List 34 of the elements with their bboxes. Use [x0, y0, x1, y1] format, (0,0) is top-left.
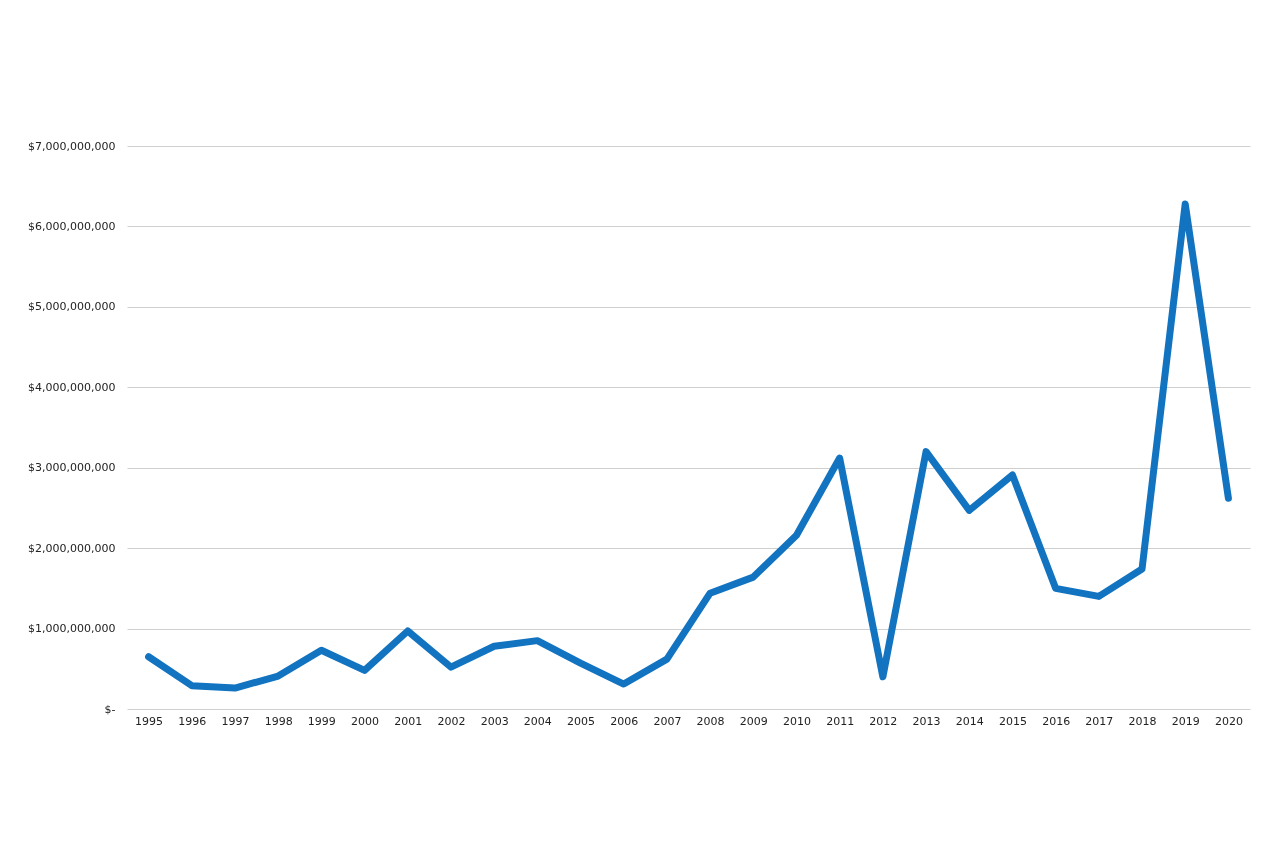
x-tick-label: 2015 — [998, 714, 1027, 728]
y-tick-label: $5,000,000,000 — [28, 300, 116, 314]
x-tick-label: 2019 — [1171, 714, 1200, 728]
x-tick-label: 2002 — [437, 714, 466, 728]
x-tick-label: 2011 — [826, 714, 855, 728]
x-tick-label: 2016 — [1042, 714, 1071, 728]
x-tick-label: 2009 — [739, 714, 768, 728]
y-tick-label: $4,000,000,000 — [28, 380, 116, 394]
x-tick-label: 2005 — [567, 714, 596, 728]
y-tick-label: $3,000,000,000 — [28, 461, 116, 475]
x-tick-label: 2014 — [955, 714, 984, 728]
x-tick-label: 2000 — [351, 714, 380, 728]
y-tick-label: $1,000,000,000 — [28, 622, 116, 636]
y-tick-label: $6,000,000,000 — [28, 219, 116, 233]
x-tick-label: 1995 — [135, 714, 164, 728]
x-tick-label: 1996 — [178, 714, 207, 728]
x-tick-label: 2006 — [610, 714, 639, 728]
x-tick-label: 2017 — [1085, 714, 1114, 728]
y-tick-label: $2,000,000,000 — [28, 541, 116, 555]
x-tick-label: 1997 — [221, 714, 250, 728]
x-tick-label: 2007 — [653, 714, 682, 728]
x-tick-label: 2010 — [782, 714, 811, 728]
x-tick-label: 1999 — [307, 714, 336, 728]
x-tick-label: 2004 — [523, 714, 552, 728]
x-tick-label: 2013 — [912, 714, 941, 728]
y-tick-label: $7,000,000,000 — [28, 139, 116, 153]
x-tick-label: 2012 — [869, 714, 898, 728]
y-tick-label: $- — [104, 702, 116, 716]
x-tick-label: 2003 — [480, 714, 509, 728]
x-tick-label: 2018 — [1128, 714, 1157, 728]
x-tick-label: 2008 — [696, 714, 725, 728]
x-tick-label: 2020 — [1214, 714, 1243, 728]
x-tick-label: 1998 — [264, 714, 293, 728]
x-tick-label: 2001 — [394, 714, 423, 728]
